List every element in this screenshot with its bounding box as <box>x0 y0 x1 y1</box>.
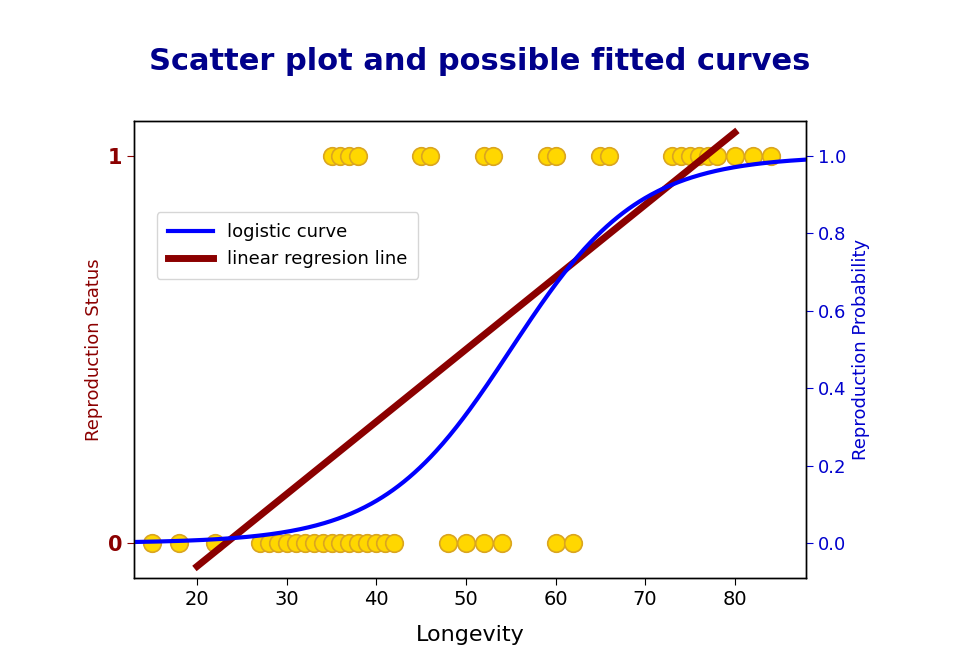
Point <box>324 538 339 548</box>
Point <box>145 538 160 548</box>
Point <box>673 151 688 161</box>
Point <box>727 151 742 161</box>
X-axis label: Longevity: Longevity <box>416 626 525 645</box>
Point <box>377 538 393 548</box>
Point <box>745 151 760 161</box>
Point <box>539 151 554 161</box>
Point <box>172 538 187 548</box>
Point <box>422 151 438 161</box>
Point <box>324 151 339 161</box>
Point <box>709 151 725 161</box>
Point <box>683 151 698 161</box>
Point <box>691 151 707 161</box>
Point <box>476 151 492 161</box>
Point <box>333 151 348 161</box>
Point <box>342 538 357 548</box>
Point <box>485 151 500 161</box>
Y-axis label: Reproduction Status: Reproduction Status <box>84 258 103 441</box>
Legend: logistic curve, linear regresion line: logistic curve, linear regresion line <box>156 212 419 279</box>
Point <box>252 538 268 548</box>
Point <box>494 538 510 548</box>
Point <box>270 538 285 548</box>
Point <box>279 538 295 548</box>
Point <box>369 538 384 548</box>
Point <box>476 538 492 548</box>
Point <box>602 151 617 161</box>
Point <box>315 538 330 548</box>
Point <box>288 538 303 548</box>
Y-axis label: Reproduction Probability: Reproduction Probability <box>852 239 871 460</box>
Text: Scatter plot and possible fitted curves: Scatter plot and possible fitted curves <box>150 47 810 76</box>
Point <box>333 538 348 548</box>
Point <box>342 151 357 161</box>
Point <box>548 538 564 548</box>
Point <box>763 151 779 161</box>
Point <box>350 538 366 548</box>
Point <box>297 538 312 548</box>
Point <box>664 151 680 161</box>
Point <box>306 538 322 548</box>
Point <box>360 538 375 548</box>
Point <box>548 151 564 161</box>
Point <box>441 538 456 548</box>
Point <box>592 151 608 161</box>
Point <box>565 538 581 548</box>
Point <box>261 538 276 548</box>
Point <box>207 538 223 548</box>
Point <box>414 151 429 161</box>
Point <box>700 151 715 161</box>
Point <box>458 538 473 548</box>
Point <box>387 538 402 548</box>
Point <box>350 151 366 161</box>
